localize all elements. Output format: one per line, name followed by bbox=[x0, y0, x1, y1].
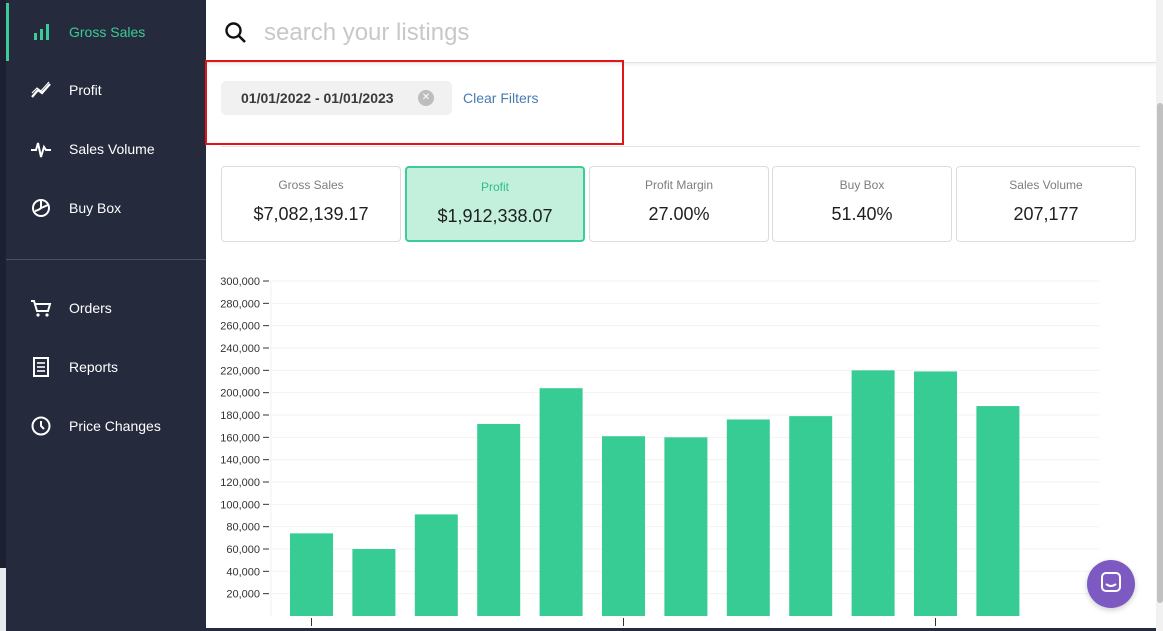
metric-card-buy-box[interactable]: Buy Box 51.40% bbox=[772, 166, 952, 242]
metric-value: 207,177 bbox=[1013, 204, 1079, 224]
sidebar-item-gross-sales[interactable]: Gross Sales bbox=[6, 3, 206, 61]
search-icon[interactable] bbox=[224, 21, 248, 45]
pie-chart-icon bbox=[30, 197, 52, 219]
chart-bar[interactable] bbox=[664, 437, 708, 616]
chart-bar[interactable] bbox=[602, 436, 645, 616]
sidebar-item-label: Price Changes bbox=[69, 418, 161, 434]
metric-value: $1,912,338.07 bbox=[437, 206, 553, 226]
sidebar-item-label: Sales Volume bbox=[69, 141, 155, 157]
sidebar-item-sales-volume[interactable]: Sales Volume bbox=[6, 120, 206, 178]
y-tick-label: 220,000 bbox=[220, 365, 260, 377]
y-tick-label: 20,000 bbox=[226, 589, 260, 601]
sidebar-item-label: Orders bbox=[69, 300, 112, 316]
metric-title: Gross Sales bbox=[278, 178, 344, 192]
sidebar-item-buy-box[interactable]: Buy Box bbox=[6, 179, 206, 237]
sidebar-item-profit[interactable]: Profit bbox=[6, 61, 206, 119]
y-tick-label: 300,000 bbox=[220, 276, 260, 288]
sidebar-edge bbox=[0, 0, 6, 631]
chat-button[interactable] bbox=[1087, 560, 1135, 608]
bar-chart-icon bbox=[30, 21, 52, 43]
active-indicator bbox=[6, 3, 9, 61]
chart-bar[interactable] bbox=[914, 371, 957, 616]
pulse-icon bbox=[30, 138, 52, 160]
y-tick-label: 120,000 bbox=[220, 477, 260, 489]
chart-bar[interactable] bbox=[477, 423, 521, 616]
y-tick-label: 180,000 bbox=[220, 410, 260, 422]
filter-divider bbox=[221, 146, 1140, 147]
scrollbar[interactable] bbox=[1156, 0, 1163, 631]
trend-line-icon bbox=[30, 79, 52, 101]
chart-bar[interactable] bbox=[539, 388, 583, 616]
chart-bar[interactable] bbox=[414, 514, 458, 616]
sidebar-item-orders[interactable]: Orders bbox=[6, 279, 206, 337]
close-icon[interactable]: ✕ bbox=[418, 90, 434, 106]
sidebar-item-label: Gross Sales bbox=[69, 24, 146, 40]
chart-bar[interactable] bbox=[290, 533, 333, 616]
metric-title: Sales Volume bbox=[1009, 178, 1083, 192]
chart-bars bbox=[290, 370, 1020, 616]
date-range-chip[interactable]: 01/01/2022 - 01/01/2023 ✕ bbox=[221, 81, 452, 115]
sidebar: Gross Sales Profit Sales Volume Buy Box … bbox=[0, 0, 206, 631]
metric-title: Buy Box bbox=[839, 178, 885, 192]
metric-title: Profit Margin bbox=[644, 178, 714, 192]
cart-icon bbox=[30, 297, 52, 319]
y-tick-label: 280,000 bbox=[220, 298, 260, 310]
y-tick-label: 40,000 bbox=[226, 566, 260, 578]
y-tick-label: 80,000 bbox=[226, 522, 260, 534]
y-tick-label: 260,000 bbox=[220, 321, 260, 333]
y-tick-label: 200,000 bbox=[220, 388, 260, 400]
sidebar-edge-light bbox=[0, 568, 6, 631]
metric-value: 27.00% bbox=[648, 204, 710, 224]
chart-bar[interactable] bbox=[789, 416, 833, 616]
sidebar-item-price-changes[interactable]: Price Changes bbox=[6, 397, 206, 455]
search-bar bbox=[206, 3, 1156, 63]
search-input[interactable] bbox=[264, 15, 1124, 51]
y-tick-label: 140,000 bbox=[220, 455, 260, 467]
chart-bar[interactable] bbox=[851, 370, 895, 616]
scrollbar-thumb[interactable] bbox=[1157, 103, 1163, 603]
bottom-strip bbox=[206, 628, 1156, 631]
sidebar-item-label: Reports bbox=[69, 359, 119, 375]
metric-card-gross-sales[interactable]: Gross Sales $7,082,139.17 bbox=[221, 166, 401, 242]
chart-y-axis: 20,000 40,000 60,000 80,000 100,000 120,000 14… bbox=[220, 276, 269, 601]
y-tick-label: 160,000 bbox=[220, 432, 260, 444]
chart-bar[interactable] bbox=[352, 549, 396, 616]
metric-card-sales-volume[interactable]: Sales Volume 207,177 bbox=[956, 166, 1136, 242]
document-icon bbox=[30, 356, 52, 378]
metric-value: 51.40% bbox=[831, 204, 893, 224]
chart-bar[interactable] bbox=[976, 406, 1020, 616]
sidebar-divider bbox=[6, 259, 206, 260]
chart-x-axis bbox=[311, 618, 936, 626]
profit-bar-chart: 20,000 40,000 60,000 80,000 100,000 120,000 14… bbox=[220, 276, 1099, 626]
metric-value: $7,082,139.17 bbox=[253, 204, 369, 224]
sidebar-item-reports[interactable]: Reports bbox=[6, 338, 206, 396]
date-range-label: 01/01/2022 - 01/01/2023 bbox=[241, 90, 394, 106]
metric-card-profit-margin[interactable]: Profit Margin 27.00% bbox=[589, 166, 769, 242]
clock-icon bbox=[30, 415, 52, 437]
chat-icon bbox=[1099, 570, 1123, 599]
metric-card-profit[interactable]: Profit $1,912,338.07 bbox=[405, 166, 585, 242]
metric-title: Profit bbox=[480, 180, 509, 194]
y-tick-label: 60,000 bbox=[226, 544, 260, 556]
sidebar-item-label: Profit bbox=[69, 82, 102, 98]
chart-bar[interactable] bbox=[726, 419, 770, 616]
clear-filters-link[interactable]: Clear Filters bbox=[463, 90, 539, 106]
filter-highlight-box bbox=[205, 60, 624, 145]
y-tick-label: 100,000 bbox=[220, 499, 260, 511]
y-tick-label: 240,000 bbox=[220, 343, 260, 355]
sidebar-item-label: Buy Box bbox=[69, 200, 122, 216]
